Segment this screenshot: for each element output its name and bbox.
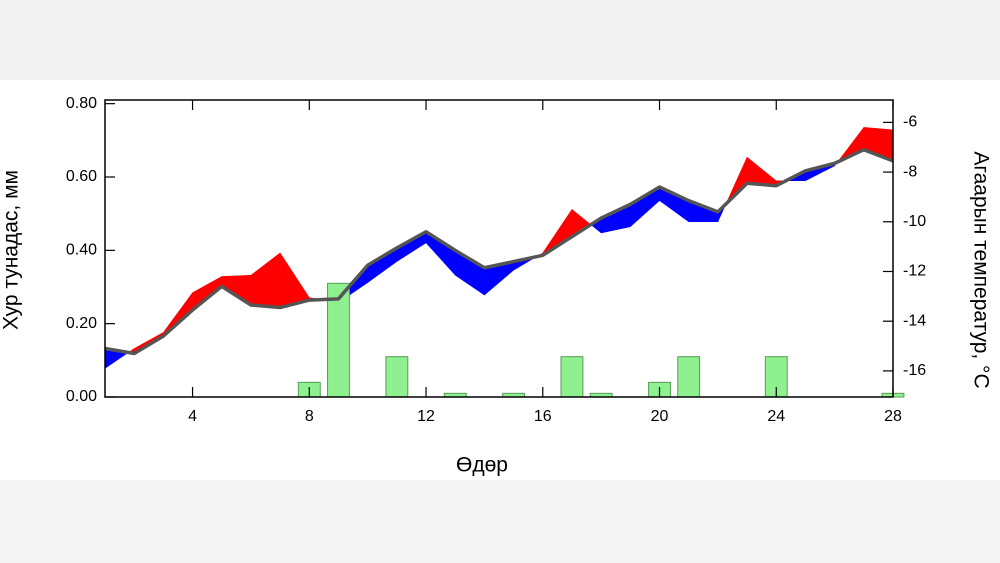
band-fill: [542, 208, 573, 256]
band-fill: [725, 157, 748, 205]
x-tick-label: 16: [534, 408, 552, 425]
x-axis-label: Өдөр: [456, 454, 508, 477]
y2-tick-label: -10: [903, 213, 926, 230]
y-tick-label: 0.40: [66, 242, 97, 259]
band-fill: [367, 247, 398, 284]
y2-tick-label: -16: [903, 362, 926, 379]
band-fill: [746, 156, 777, 187]
bar: [385, 356, 409, 398]
x-tick-label: 24: [767, 408, 785, 425]
y2-tick-label: -6: [903, 114, 917, 131]
y2-tick-label: -14: [903, 312, 926, 329]
plot-frame: [104, 99, 894, 398]
temperature-line: [104, 147, 894, 356]
x-tick-label: 4: [188, 408, 197, 425]
band-fill: [425, 231, 456, 276]
x-tick-label: 12: [417, 408, 435, 425]
band-fill: [279, 252, 310, 308]
bar: [677, 356, 701, 398]
x-tick-label: 8: [305, 408, 314, 425]
x-tick-label: 20: [651, 408, 669, 425]
y2-tick-label: -12: [903, 263, 926, 280]
y-tick-label: 0.80: [66, 95, 97, 112]
band-fill: [600, 203, 631, 234]
band-fill: [250, 252, 281, 308]
bottom-band: [0, 480, 1000, 563]
y-tick-label: 0.00: [66, 388, 97, 405]
band-fill: [630, 186, 660, 228]
x-tick-label: 28: [884, 408, 902, 425]
y2-axis-label: Агаарын температур, °С: [969, 151, 992, 388]
y-tick-label: 0.20: [66, 315, 97, 332]
y-tick-label: 0.60: [66, 168, 97, 185]
y-axis-label: Хур тунадас, мм: [0, 170, 23, 330]
top-band: [0, 0, 1000, 80]
bar: [560, 356, 584, 398]
y2-tick-label: -8: [903, 163, 917, 180]
